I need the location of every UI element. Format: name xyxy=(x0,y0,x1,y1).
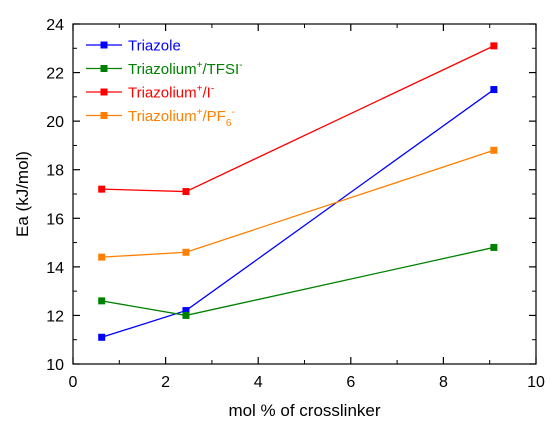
legend-label: Triazolium+/PF6- xyxy=(128,107,235,129)
legend-item: Triazole xyxy=(86,38,181,55)
legend-label-part: /TFSI xyxy=(202,61,239,78)
legend-label: Triazolium+/I- xyxy=(128,84,214,102)
data-point xyxy=(490,86,498,94)
x-tick-label: 4 xyxy=(254,374,263,391)
series-markers xyxy=(98,42,498,341)
y-tick-label: 22 xyxy=(46,66,64,83)
x-tick-label: 2 xyxy=(161,374,170,391)
legend-item: Triazolium+/TFSI- xyxy=(86,60,242,78)
data-point xyxy=(182,307,190,315)
y-tick-label: 14 xyxy=(46,260,64,277)
y-tick-label: 10 xyxy=(46,357,64,374)
legend-marker xyxy=(100,41,108,49)
legend-label-part: 6 xyxy=(226,118,232,129)
legend-label: Triazole xyxy=(128,38,181,55)
x-tick-label: 6 xyxy=(346,374,355,391)
data-point xyxy=(98,333,106,341)
legend-marker xyxy=(100,65,108,72)
y-tick-label: 12 xyxy=(46,308,64,325)
y-tick-label: 16 xyxy=(46,211,64,228)
y-tick-label: 20 xyxy=(46,114,64,131)
series-line xyxy=(101,149,495,258)
legend-label-part: Triazole xyxy=(128,38,181,55)
legend-label-part: Triazolium xyxy=(128,61,197,78)
x-tick-label: 10 xyxy=(527,374,545,391)
legend-label-part: Triazolium xyxy=(128,108,197,125)
series-line xyxy=(101,246,495,317)
data-point xyxy=(98,297,106,305)
legend-label-part: /PF xyxy=(202,108,225,125)
x-tick-label: 0 xyxy=(69,374,78,391)
legend-label-part: + xyxy=(197,84,203,95)
data-point xyxy=(182,311,190,319)
legend-label: Triazolium+/TFSI- xyxy=(128,60,242,78)
data-point xyxy=(98,253,106,261)
y-tick-label: 18 xyxy=(46,163,64,180)
legend-label-part: + xyxy=(197,107,203,118)
legend-label-part: - xyxy=(239,60,242,71)
y-axis-ticks: 10 12 14 16 18 20 22 24 xyxy=(46,17,536,374)
legend-item: Triazolium+/I- xyxy=(86,84,214,102)
x-axis-ticks: 0 2 4 6 8 10 xyxy=(69,24,545,391)
legend-item: Triazolium+/PF6- xyxy=(86,107,235,129)
data-point xyxy=(490,42,498,50)
data-point xyxy=(182,248,190,256)
y-tick-label: 24 xyxy=(46,17,64,34)
legend-marker xyxy=(100,112,108,119)
x-tick-label: 8 xyxy=(439,374,448,391)
legend-label-part: - xyxy=(231,107,234,118)
legend-marker xyxy=(100,88,108,96)
data-point xyxy=(98,185,106,193)
x-axis-title: mol % of crosslinker xyxy=(228,401,380,420)
legend-label-part: /I xyxy=(202,85,210,102)
y-axis-title: Ea (kJ/mol) xyxy=(13,151,32,237)
legend-label-part: - xyxy=(211,84,214,95)
legend-label-part: + xyxy=(197,60,203,71)
legend-label-part: Triazolium xyxy=(128,85,197,102)
data-point xyxy=(490,243,498,251)
series-line xyxy=(101,89,495,338)
data-point xyxy=(182,188,190,196)
data-point xyxy=(490,146,498,154)
legend: TriazoleTriazolium+/TFSI-Triazolium+/I-T… xyxy=(86,38,242,129)
